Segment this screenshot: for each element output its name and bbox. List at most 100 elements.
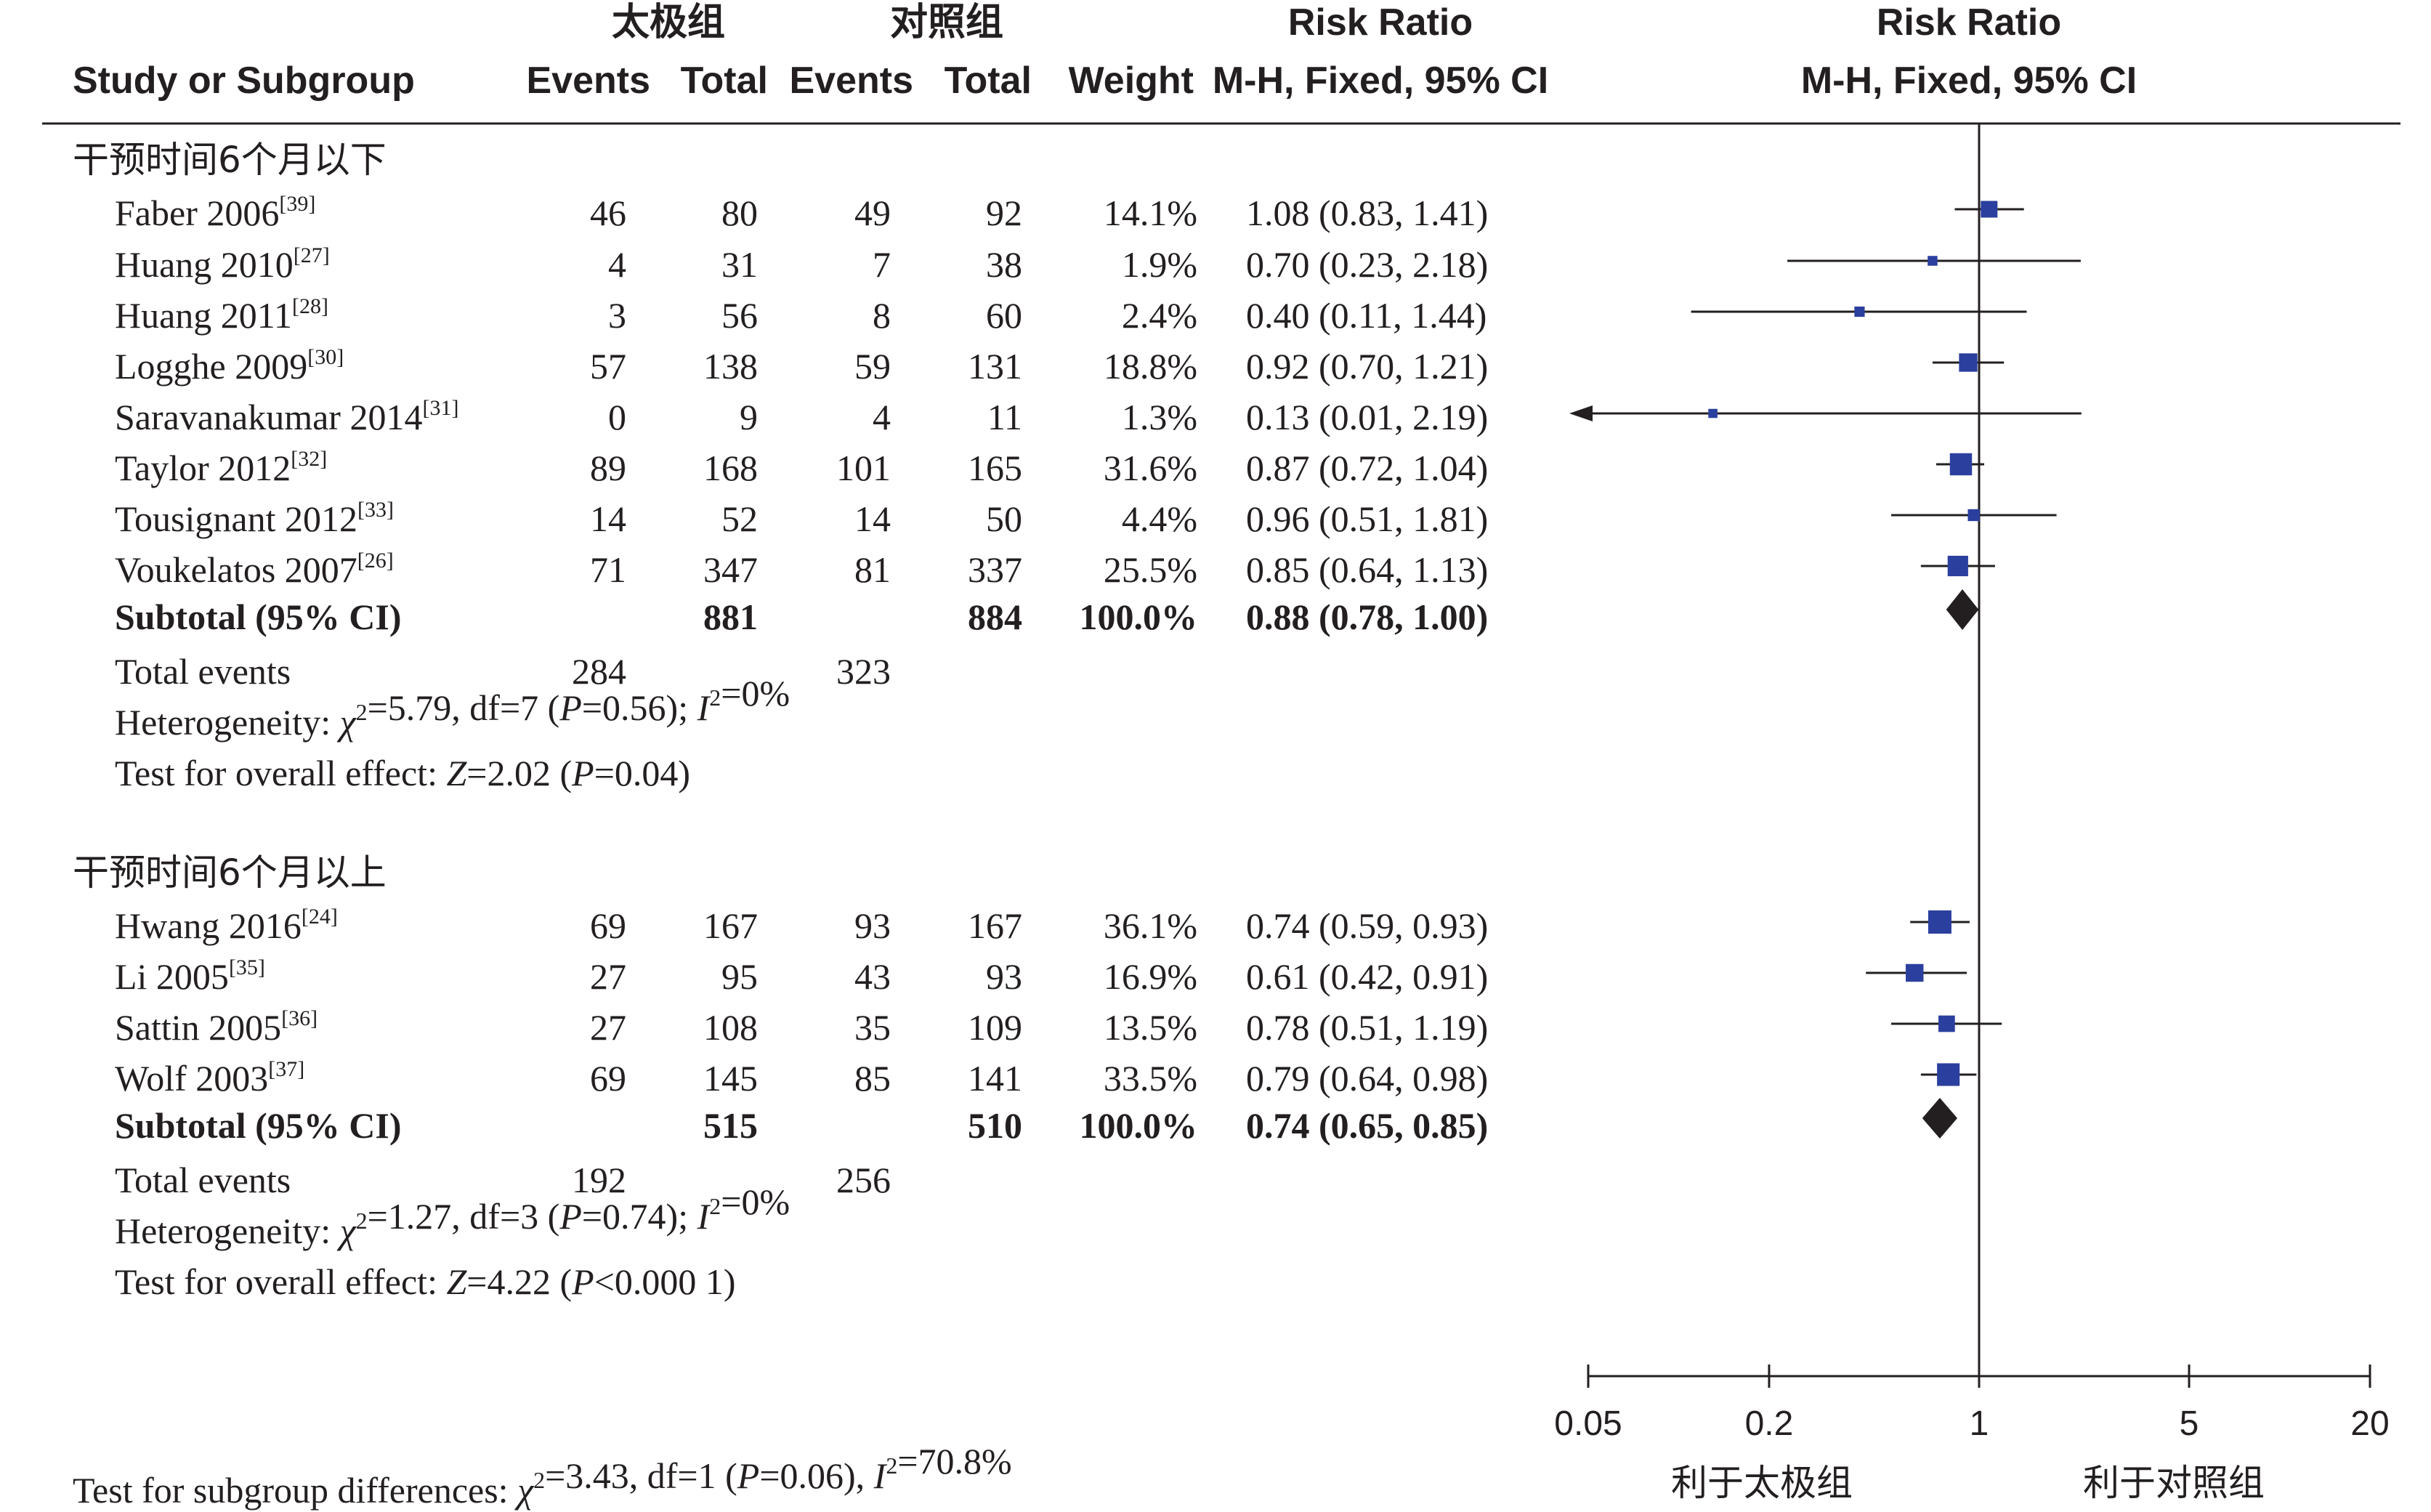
- events-group1: 27: [590, 956, 626, 997]
- effect-marker: [1967, 509, 1980, 522]
- events-group2: 59: [854, 346, 891, 387]
- total-group1: 145: [703, 1058, 758, 1099]
- total-group1: 167: [703, 905, 758, 946]
- events-group2: 81: [854, 549, 891, 590]
- total-group2: 141: [968, 1058, 1022, 1099]
- total-group1: 168: [703, 448, 758, 488]
- total-group2: 38: [986, 244, 1022, 285]
- study-name: Saravanakumar 2014[31]: [115, 396, 458, 437]
- x-axis-ticks: 0.05 0.2 1 5 20: [1554, 1365, 2390, 1443]
- risk-ratio-ci: 0.61 (0.42, 0.91): [1246, 956, 1488, 997]
- events-group2: 101: [836, 448, 891, 488]
- events-group1: 14: [590, 498, 626, 539]
- risk-ratio-ci: 0.85 (0.64, 1.13): [1246, 549, 1488, 590]
- events-group2: 85: [854, 1058, 891, 1099]
- risk-ratio-ci: 0.13 (0.01, 2.19): [1246, 397, 1488, 437]
- risk-ratio-ci: 0.74 (0.59, 0.93): [1246, 905, 1488, 946]
- overall-effect-stat: Test for overall effect: Z=2.02 (P=0.04): [115, 753, 690, 793]
- header-total-group1: Total: [681, 60, 768, 102]
- total-group2: 167: [968, 905, 1022, 946]
- events-group2: 35: [854, 1007, 891, 1048]
- events-group1: 69: [590, 905, 626, 946]
- total-group2: 92: [986, 193, 1022, 233]
- total-group1: 52: [721, 498, 758, 539]
- total-group1: 56: [721, 295, 758, 336]
- study-name: Voukelatos 2007[26]: [115, 549, 394, 590]
- study-weight: 13.5%: [1104, 1007, 1197, 1048]
- favours-right-label: 利于对照组: [2083, 1462, 2265, 1504]
- study-name: Tousignant 2012[33]: [115, 498, 394, 539]
- events-group1: 69: [590, 1058, 626, 1099]
- total-group2: 93: [986, 956, 1022, 997]
- x-tick-label: 1: [1970, 1404, 1989, 1443]
- effect-marker: [1708, 408, 1718, 419]
- header-plot-method: M-H, Fixed, 95% CI: [1801, 60, 2137, 102]
- effect-marker: [1854, 306, 1865, 318]
- events-group2: 4: [873, 397, 891, 437]
- study-name: Huang 2011[28]: [115, 294, 328, 336]
- effect-marker: [1959, 353, 1978, 372]
- total-events-group2: 256: [836, 1160, 891, 1200]
- overall-effect-stat: Test for overall effect: Z=4.22 (P<0.000…: [115, 1261, 736, 1302]
- study-name: Faber 2006[39]: [115, 192, 315, 233]
- events-group2: 49: [854, 193, 891, 233]
- subtotal-label: Subtotal (95% CI): [115, 597, 401, 637]
- subgroup-title: 干预时间6个月以上: [73, 852, 387, 894]
- study-name: Logghe 2009[30]: [115, 345, 344, 387]
- subtotal-total-group1: 515: [703, 1105, 758, 1146]
- risk-ratio-ci: 0.87 (0.72, 1.04): [1246, 448, 1488, 488]
- events-group1: 71: [590, 549, 626, 590]
- subtotal-weight: 100.0%: [1080, 597, 1198, 637]
- events-group2: 7: [873, 244, 891, 285]
- subtotal-ci: 0.88 (0.78, 1.00): [1246, 597, 1488, 637]
- events-group1: 46: [590, 193, 626, 233]
- header-plot-risk-ratio: Risk Ratio: [1877, 1, 2061, 44]
- risk-ratio-ci: 0.40 (0.11, 1.44): [1246, 295, 1486, 336]
- subtotal-label: Subtotal (95% CI): [115, 1105, 401, 1146]
- events-group2: 14: [854, 498, 891, 539]
- effect-marker: [1938, 1015, 1955, 1032]
- header-group1: 太极组: [612, 1, 725, 44]
- total-group2: 131: [968, 346, 1022, 387]
- effect-marker: [1937, 1063, 1960, 1086]
- header-study: Study or Subgroup: [73, 60, 415, 102]
- favours-left-label: 利于太极组: [1671, 1462, 1853, 1504]
- events-group1: 89: [590, 448, 626, 488]
- effect-marker: [1949, 453, 1973, 476]
- subtotal-total-group1: 881: [703, 597, 758, 637]
- total-group2: 337: [968, 549, 1022, 590]
- effect-marker: [1947, 555, 1968, 577]
- risk-ratio-ci: 1.08 (0.83, 1.41): [1246, 193, 1488, 233]
- study-name: Sattin 2005[36]: [115, 1006, 317, 1048]
- study-weight: 18.8%: [1104, 346, 1197, 387]
- risk-ratio-ci: 0.78 (0.51, 1.19): [1246, 1007, 1488, 1048]
- events-group1: 4: [608, 244, 626, 285]
- x-tick-label: 5: [2180, 1404, 2199, 1443]
- total-group2: 165: [968, 448, 1022, 488]
- study-name: Li 2005[35]: [115, 955, 265, 997]
- header-events-group2: Events: [789, 60, 913, 102]
- events-group2: 43: [854, 956, 891, 997]
- ci-arrow: [1569, 405, 1593, 421]
- study-weight: 1.9%: [1122, 244, 1197, 285]
- study-name: Wolf 2003[37]: [115, 1057, 304, 1099]
- total-group2: 109: [968, 1007, 1022, 1048]
- effect-marker: [1906, 963, 1924, 982]
- study-weight: 33.5%: [1104, 1058, 1197, 1099]
- x-tick-label: 0.2: [1745, 1404, 1794, 1443]
- header-method: M-H, Fixed, 95% CI: [1213, 60, 1548, 102]
- risk-ratio-ci: 0.79 (0.64, 0.98): [1246, 1058, 1488, 1099]
- study-weight: 2.4%: [1122, 295, 1197, 336]
- effect-marker: [1928, 256, 1938, 266]
- events-group1: 0: [608, 397, 626, 437]
- events-group2: 93: [854, 905, 891, 946]
- subtotal-total-group2: 884: [968, 597, 1022, 637]
- total-group1: 108: [703, 1007, 758, 1048]
- total-group1: 95: [721, 956, 758, 997]
- plot-marks: [1569, 201, 2082, 1139]
- total-events-group1: 284: [572, 651, 626, 692]
- total-group2: 60: [986, 295, 1022, 336]
- effect-marker: [1981, 201, 1998, 218]
- pooled-diamond: [1946, 589, 1979, 630]
